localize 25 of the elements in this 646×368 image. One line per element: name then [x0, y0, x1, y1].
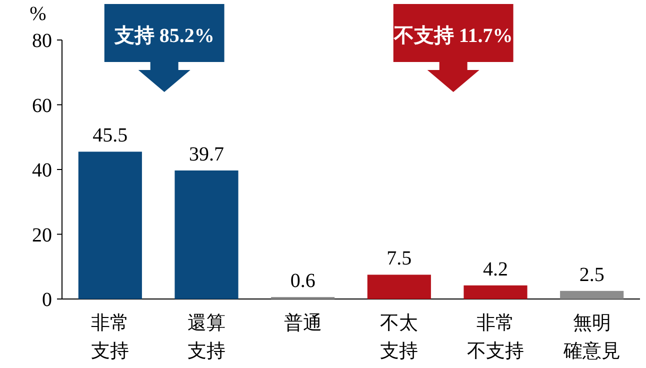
y-tick-label: 20 — [32, 224, 52, 246]
x-tick-label: 非常不支持 — [467, 313, 524, 362]
bar — [367, 274, 431, 299]
y-tick-label: 60 — [32, 94, 52, 117]
annotation: 支持 85.2% — [113, 25, 214, 47]
data-label: 4.2 — [483, 258, 508, 280]
bar — [174, 170, 238, 299]
bar — [464, 285, 528, 299]
bar — [78, 152, 142, 299]
bar — [560, 290, 624, 299]
data-label: 7.5 — [386, 248, 412, 270]
y-tick-label: 80 — [32, 30, 52, 52]
data-label: 0.6 — [290, 270, 316, 292]
x-tick-label: 普通 — [284, 312, 322, 334]
y-tick-label: 0 — [42, 289, 52, 311]
x-tick-label: 不太支持 — [380, 313, 418, 362]
annotation: 不支持 11.7% — [392, 25, 513, 47]
data-label: 39.7 — [189, 143, 224, 166]
x-tick-label: 還算支持 — [188, 313, 226, 362]
data-label: 45.5 — [92, 124, 128, 147]
y-axis-title: % — [30, 3, 46, 25]
x-tick-label: 無明確意見 — [562, 313, 620, 362]
data-label: 2.5 — [579, 264, 604, 286]
x-tick-label: 非常支持 — [91, 313, 130, 362]
y-tick-label: 40 — [32, 160, 52, 182]
